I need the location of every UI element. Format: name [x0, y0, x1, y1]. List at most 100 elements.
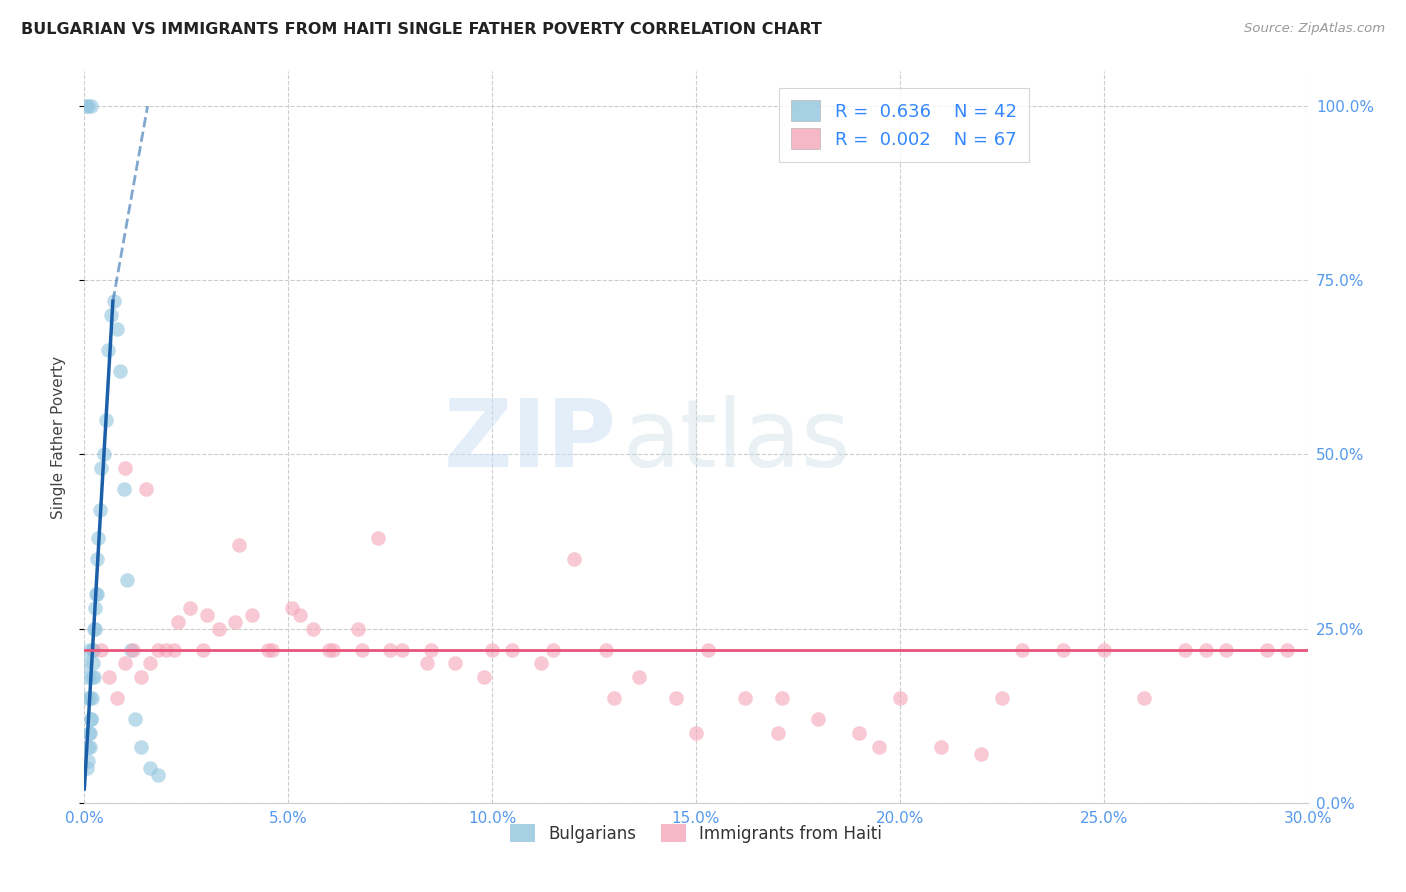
- Point: [155, 642, 177, 657]
- Point: [105, 691, 128, 706]
- Point: [1092, 642, 1115, 657]
- Point: [124, 712, 146, 726]
- Point: [290, 607, 312, 622]
- Point: [79, 740, 101, 755]
- Point: [603, 691, 626, 706]
- Point: [228, 538, 250, 552]
- Point: [82, 670, 104, 684]
- Point: [472, 670, 495, 684]
- Point: [766, 726, 789, 740]
- Point: [179, 600, 201, 615]
- Point: [112, 483, 135, 497]
- Point: [103, 294, 125, 309]
- Point: [89, 503, 111, 517]
- Point: [77, 726, 100, 740]
- Point: [82, 642, 104, 657]
- Point: [131, 670, 153, 684]
- Y-axis label: Single Father Poverty: Single Father Poverty: [51, 356, 66, 518]
- Text: Source: ZipAtlas.com: Source: ZipAtlas.com: [1244, 22, 1385, 36]
- Point: [191, 642, 214, 657]
- Point: [110, 364, 132, 378]
- Point: [391, 642, 413, 657]
- Point: [627, 670, 650, 684]
- Point: [75, 99, 97, 113]
- Point: [562, 552, 585, 566]
- Point: [208, 622, 231, 636]
- Point: [83, 670, 105, 684]
- Point: [685, 726, 707, 740]
- Point: [77, 670, 100, 684]
- Point: [76, 761, 98, 775]
- Point: [146, 642, 169, 657]
- Point: [83, 600, 105, 615]
- Point: [97, 343, 120, 357]
- Point: [318, 642, 340, 657]
- Point: [1277, 642, 1299, 657]
- Point: [77, 642, 100, 657]
- Point: [350, 642, 373, 657]
- Point: [163, 642, 186, 657]
- Text: BULGARIAN VS IMMIGRANTS FROM HAITI SINGLE FATHER POVERTY CORRELATION CHART: BULGARIAN VS IMMIGRANTS FROM HAITI SINGL…: [21, 22, 823, 37]
- Point: [481, 642, 503, 657]
- Point: [195, 607, 218, 622]
- Point: [530, 657, 553, 671]
- Point: [94, 412, 117, 426]
- Point: [105, 322, 128, 336]
- Point: [240, 607, 263, 622]
- Point: [697, 642, 720, 657]
- Point: [135, 483, 157, 497]
- Point: [122, 642, 145, 657]
- Point: [97, 670, 120, 684]
- Point: [1174, 642, 1197, 657]
- Point: [138, 657, 160, 671]
- Point: [80, 712, 103, 726]
- Point: [115, 573, 138, 587]
- Point: [120, 642, 142, 657]
- Point: [734, 691, 756, 706]
- Point: [1133, 691, 1156, 706]
- Point: [114, 461, 136, 475]
- Point: [380, 642, 402, 657]
- Point: [114, 657, 136, 671]
- Text: ZIP: ZIP: [443, 395, 616, 487]
- Point: [167, 615, 190, 629]
- Point: [79, 691, 101, 706]
- Point: [595, 642, 617, 657]
- Point: [100, 308, 122, 322]
- Point: [131, 740, 153, 755]
- Point: [416, 657, 439, 671]
- Point: [281, 600, 304, 615]
- Point: [367, 531, 389, 545]
- Point: [86, 587, 108, 601]
- Point: [1256, 642, 1278, 657]
- Point: [301, 622, 323, 636]
- Point: [138, 761, 160, 775]
- Point: [1195, 642, 1218, 657]
- Point: [82, 642, 104, 657]
- Point: [80, 691, 103, 706]
- Point: [87, 531, 110, 545]
- Point: [420, 642, 443, 657]
- Point: [848, 726, 870, 740]
- Point: [84, 587, 107, 601]
- Point: [93, 448, 115, 462]
- Text: atlas: atlas: [623, 395, 851, 487]
- Point: [79, 726, 101, 740]
- Point: [807, 712, 830, 726]
- Point: [869, 740, 891, 755]
- Point: [77, 754, 100, 768]
- Point: [86, 552, 108, 566]
- Point: [80, 712, 103, 726]
- Point: [770, 691, 793, 706]
- Point: [83, 622, 105, 636]
- Point: [146, 768, 169, 782]
- Point: [224, 615, 246, 629]
- Legend: Bulgarians, Immigrants from Haiti: Bulgarians, Immigrants from Haiti: [503, 818, 889, 849]
- Point: [1052, 642, 1074, 657]
- Point: [84, 622, 107, 636]
- Point: [543, 642, 565, 657]
- Point: [75, 657, 97, 671]
- Point: [90, 461, 112, 475]
- Point: [970, 747, 993, 761]
- Point: [257, 642, 280, 657]
